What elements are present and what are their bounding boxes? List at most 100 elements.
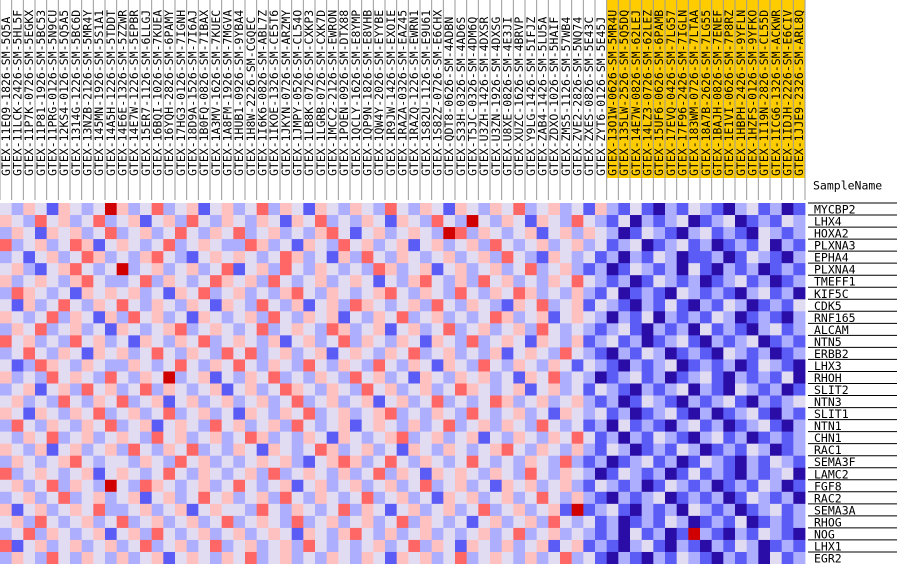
heatmap-cell	[128, 455, 141, 469]
heatmap-cell	[175, 443, 188, 457]
heatmap-cell	[793, 347, 806, 360]
heatmap-cell	[525, 359, 538, 372]
heatmap-cell	[151, 383, 164, 396]
heatmap-cell	[408, 275, 421, 288]
heatmap-cell	[35, 335, 48, 348]
row-label: NTN5	[814, 335, 842, 349]
heatmap-cell	[700, 527, 713, 541]
heatmap-cell	[665, 515, 678, 529]
heatmap-cell	[35, 347, 48, 360]
heatmap-cell	[781, 323, 794, 336]
heatmap-cell	[338, 407, 351, 420]
heatmap-cell	[688, 503, 701, 517]
heatmap-cell	[116, 395, 129, 408]
heatmap-cell	[571, 287, 584, 300]
heatmap-cell	[560, 443, 573, 457]
heatmap-cell	[268, 359, 281, 372]
heatmap-cell	[746, 551, 759, 564]
heatmap-cell	[560, 467, 573, 481]
heatmap-cell	[618, 395, 631, 408]
heatmap-cell	[420, 539, 433, 553]
heatmap-cell	[163, 263, 176, 276]
column-highlight	[688, 0, 700, 178]
column-label: GTEX-16YQH-2826-SM-6PAMY	[162, 10, 176, 176]
heatmap-cell	[618, 503, 631, 517]
column-label: GTEX-Y9LG-1426-SM-5IFJZ	[524, 17, 538, 176]
heatmap-cell	[186, 323, 199, 336]
heatmap-cell	[735, 215, 748, 228]
heatmap-cell	[163, 431, 176, 445]
heatmap-cell	[396, 395, 409, 408]
heatmap-cell	[571, 383, 584, 396]
heatmap-cell	[560, 215, 573, 228]
column-label: GTEX-15UF6-0626-SM-6PAMB	[652, 10, 666, 176]
heatmap-cell	[571, 443, 584, 457]
heatmap-cell	[443, 395, 456, 408]
heatmap-cell	[291, 359, 304, 372]
heatmap-cell	[105, 335, 118, 348]
heatmap-cell	[606, 215, 619, 228]
heatmap-cell	[163, 275, 176, 288]
heatmap-cell	[116, 527, 129, 541]
heatmap-cell	[408, 347, 421, 360]
heatmap-cell	[23, 323, 36, 336]
heatmap-cell	[35, 323, 48, 336]
column-label: GTEX-1MCC2-2126-SM-EWRON	[326, 10, 340, 176]
heatmap-cell	[560, 431, 573, 445]
heatmap-cell	[735, 383, 748, 396]
column-label: GTEX-17EVQ-0426-SM-7LG57	[664, 10, 678, 176]
heatmap-cell	[478, 539, 491, 553]
heatmap-cell	[23, 371, 36, 384]
heatmap-cell	[58, 491, 71, 505]
heatmap-cell	[23, 251, 36, 264]
column-label: GTEX-ZAB4-1426-SM-5LU5A	[536, 17, 550, 176]
heatmap-cell	[268, 515, 281, 529]
heatmap-cell	[536, 227, 549, 240]
heatmap-cell	[326, 455, 339, 469]
heatmap-cell	[653, 227, 666, 240]
heatmap-cell	[571, 263, 584, 276]
heatmap-cell	[501, 407, 514, 420]
heatmap-cell	[688, 299, 701, 312]
heatmap-cell	[513, 287, 526, 300]
heatmap-cell	[665, 407, 678, 420]
heatmap-cell	[525, 323, 538, 336]
heatmap-cell	[700, 467, 713, 481]
heatmap-cell	[361, 539, 374, 553]
heatmap-cell	[385, 299, 398, 312]
heatmap-cell	[548, 275, 561, 288]
heatmap-cell	[525, 371, 538, 384]
heatmap-cell	[163, 383, 176, 396]
heatmap-cell	[606, 203, 619, 216]
heatmap-cell	[93, 227, 106, 240]
heatmap-cell	[315, 359, 328, 372]
heatmap-cell	[630, 503, 643, 517]
heatmap-cell	[291, 215, 304, 228]
heatmap-cell	[420, 275, 433, 288]
heatmap-cell	[513, 491, 526, 505]
heatmap-cell	[315, 455, 328, 469]
heatmap-cell	[606, 419, 619, 433]
heatmap-cell	[455, 287, 468, 300]
heatmap-cell	[58, 275, 71, 288]
heatmap-cell	[23, 515, 36, 529]
heatmap-cell	[560, 503, 573, 517]
heatmap-cell	[315, 275, 328, 288]
heatmap-cell	[770, 311, 783, 324]
heatmap-cell	[23, 383, 36, 396]
heatmap-cell	[431, 407, 444, 420]
heatmap-cell	[735, 311, 748, 324]
heatmap-cell	[583, 407, 596, 420]
heatmap-cell	[653, 359, 666, 372]
heatmap-cell	[431, 287, 444, 300]
heatmap-cell	[46, 455, 59, 469]
heatmap-cell	[723, 371, 736, 384]
heatmap-cell	[46, 407, 59, 420]
heatmap-cell	[151, 251, 164, 264]
heatmap-cell	[186, 431, 199, 445]
heatmap-cell	[373, 515, 386, 529]
heatmap-cell	[478, 299, 491, 312]
heatmap-cell	[536, 311, 549, 324]
column-label: GTEX-1314G-1226-SM-5BC6D	[69, 10, 83, 176]
heatmap-cell	[0, 407, 13, 420]
